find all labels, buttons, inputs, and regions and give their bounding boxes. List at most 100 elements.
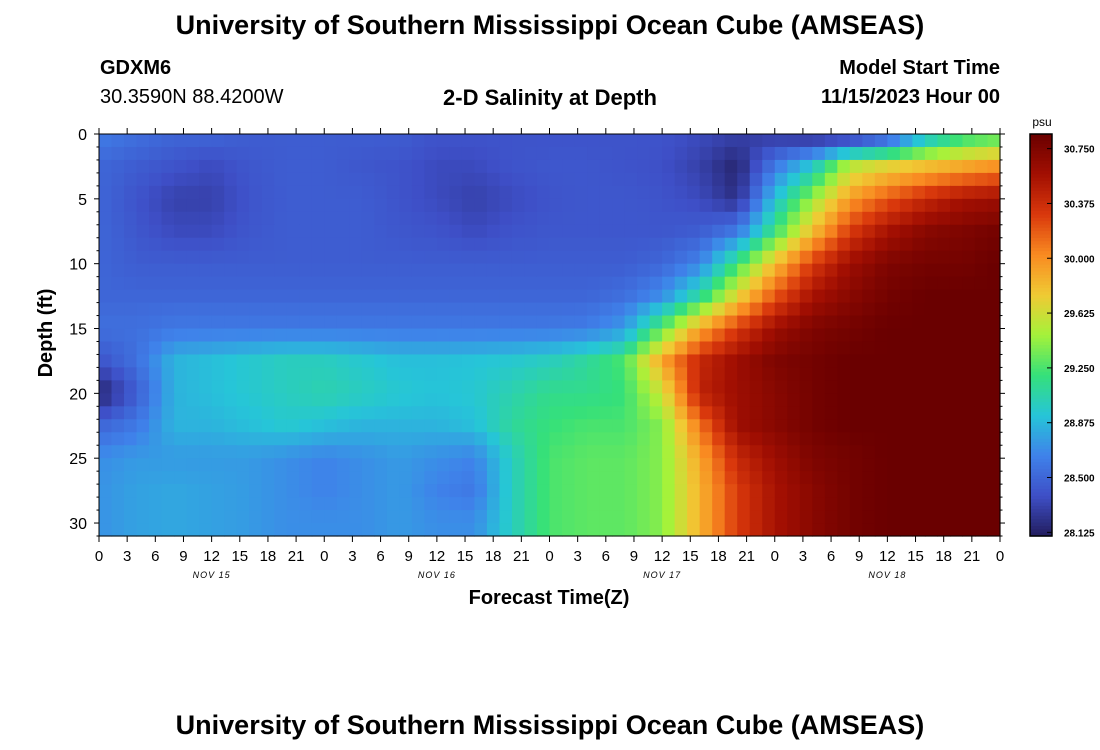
colorbar-segment xyxy=(1030,499,1052,504)
heatmap-cell xyxy=(386,341,400,356)
heatmap-cell xyxy=(249,497,263,511)
heatmap-cell xyxy=(787,432,801,446)
heatmap-cell xyxy=(399,289,413,304)
heatmap-cell xyxy=(849,159,863,174)
heatmap-cell xyxy=(599,224,613,239)
heatmap-cell xyxy=(574,393,588,407)
colorbar-segment xyxy=(1030,412,1052,416)
heatmap-cell xyxy=(637,315,651,330)
colorbar-segment xyxy=(1030,134,1052,138)
heatmap-cell xyxy=(486,185,501,200)
heatmap-cell xyxy=(499,367,513,381)
heatmap-cell xyxy=(824,211,838,226)
heatmap-cell xyxy=(399,134,413,148)
heatmap-cell xyxy=(486,510,501,524)
heatmap-cell xyxy=(536,484,551,498)
heatmap-cell xyxy=(837,497,851,511)
heatmap-cell xyxy=(812,484,826,498)
heatmap-cell xyxy=(136,497,150,511)
heatmap-cell xyxy=(624,367,638,381)
heatmap-cell xyxy=(286,367,300,381)
heatmap-cell xyxy=(549,406,563,420)
heatmap-cell xyxy=(912,289,926,304)
heatmap-cell xyxy=(474,237,488,252)
heatmap-cell xyxy=(649,484,663,498)
heatmap-cell xyxy=(399,224,413,239)
heatmap-cell xyxy=(399,146,413,161)
heatmap-cell xyxy=(424,185,438,200)
heatmap-cell xyxy=(199,185,213,200)
heatmap-cell xyxy=(949,406,964,420)
heatmap-cell xyxy=(837,302,851,317)
heatmap-cell xyxy=(361,484,375,498)
heatmap-cell xyxy=(436,393,450,407)
x-tick-label: 21 xyxy=(738,548,755,565)
heatmap-cell xyxy=(499,471,513,485)
colorbar-segment xyxy=(1030,365,1052,370)
heatmap-cell xyxy=(186,523,200,537)
x-tick-label: 12 xyxy=(429,548,446,565)
heatmap-cell xyxy=(799,198,813,213)
heatmap-cell xyxy=(562,471,576,485)
heatmap-cell xyxy=(899,341,913,356)
heatmap-cell xyxy=(599,393,613,407)
heatmap-cell xyxy=(912,432,926,446)
heatmap-cell xyxy=(874,354,888,369)
heatmap-cell xyxy=(424,380,438,394)
heatmap-cell xyxy=(549,380,563,394)
heatmap-cell xyxy=(812,432,826,446)
heatmap-cell xyxy=(687,172,701,187)
heatmap-cell xyxy=(849,134,863,148)
heatmap-cell xyxy=(236,237,250,252)
heatmap-cell xyxy=(386,354,400,369)
heatmap-cell xyxy=(962,341,976,356)
heatmap-cell xyxy=(436,276,450,291)
heatmap-cell xyxy=(762,341,776,356)
heatmap-cell xyxy=(236,380,250,394)
heatmap-cell xyxy=(949,146,964,161)
heatmap-cell xyxy=(411,276,425,291)
heatmap-cell xyxy=(737,146,751,161)
x-tick-label: 12 xyxy=(203,548,220,565)
heatmap-cell xyxy=(299,198,313,213)
heatmap-cell xyxy=(311,484,325,498)
heatmap-cell xyxy=(111,406,125,420)
heatmap-cell xyxy=(424,367,438,381)
heatmap-cell xyxy=(136,341,150,356)
heatmap-cell xyxy=(724,471,738,485)
heatmap-cell xyxy=(299,146,313,161)
heatmap-cell xyxy=(424,134,438,148)
heatmap-cell xyxy=(211,341,225,356)
heatmap-cell xyxy=(374,289,388,304)
heatmap-cell xyxy=(274,484,288,498)
heatmap-cell xyxy=(837,484,851,498)
heatmap-cell xyxy=(174,497,188,511)
heatmap-cell xyxy=(787,510,801,524)
heatmap-cell xyxy=(311,354,325,369)
heatmap-cell xyxy=(737,185,751,200)
heatmap-cell xyxy=(562,523,576,537)
heatmap-cell xyxy=(924,185,939,200)
heatmap-cell xyxy=(274,393,288,407)
heatmap-cell xyxy=(224,302,238,317)
heatmap-cell xyxy=(99,497,113,511)
heatmap-cell xyxy=(649,159,663,174)
heatmap-cell xyxy=(99,328,113,343)
heatmap-cell xyxy=(849,354,863,369)
model-start-label: Model Start Time xyxy=(839,57,1000,79)
heatmap-cell xyxy=(812,471,826,485)
heatmap-cell xyxy=(211,134,225,148)
heatmap-cell xyxy=(712,289,726,304)
heatmap-cell xyxy=(937,315,951,330)
heatmap-cell xyxy=(436,328,450,343)
heatmap-cell xyxy=(336,146,350,161)
heatmap-cell xyxy=(674,211,688,226)
heatmap-cell xyxy=(124,237,138,252)
x-tick-label: 18 xyxy=(260,548,277,565)
heatmap-cell xyxy=(186,224,200,239)
heatmap-cell xyxy=(687,471,701,485)
heatmap-cell xyxy=(124,458,138,472)
heatmap-cell xyxy=(299,419,313,433)
heatmap-cell xyxy=(887,159,901,174)
heatmap-cell xyxy=(662,484,676,498)
